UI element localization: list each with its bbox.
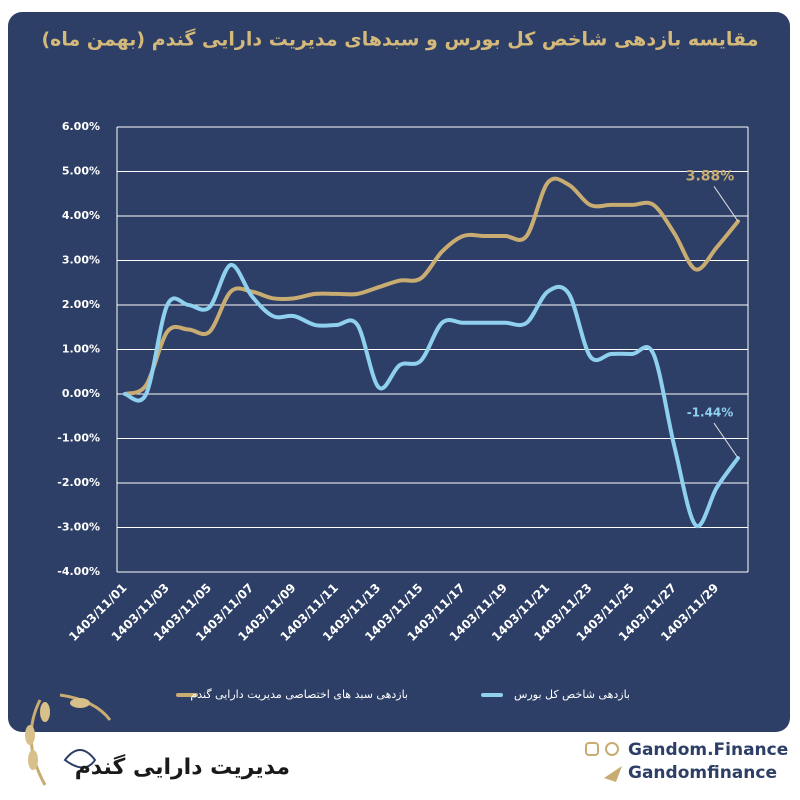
series-line bbox=[123, 176, 740, 396]
y-tick-label: -4.00% bbox=[57, 565, 100, 578]
leader-line bbox=[713, 422, 739, 459]
y-tick-label: -3.00% bbox=[57, 521, 100, 534]
telegram: Gandomfinance bbox=[628, 763, 777, 783]
y-tick-label: -1.00% bbox=[57, 432, 100, 445]
y-tick-label: 6.00% bbox=[62, 120, 100, 133]
data-label: 3.88% bbox=[686, 168, 735, 184]
y-tick-label: 1.00% bbox=[62, 343, 100, 356]
y-tick-label: 2.00% bbox=[62, 298, 100, 311]
y-tick-label: 5.00% bbox=[62, 165, 100, 178]
panel bbox=[8, 12, 790, 732]
legend-label: بازدهی سبد های اختصاصی مدیریت دارایی گند… bbox=[190, 688, 408, 701]
website: Gandom.Finance bbox=[628, 740, 788, 760]
chart-title: مقایسه بازدهی شاخص کل بورس و سبدهای مدیر… bbox=[42, 28, 759, 51]
y-tick-label: 4.00% bbox=[62, 209, 100, 222]
y-tick-label: 0.00% bbox=[62, 387, 100, 400]
series-line bbox=[123, 262, 740, 529]
logo bbox=[25, 693, 112, 786]
y-tick-label: -2.00% bbox=[57, 476, 100, 489]
leader-line bbox=[713, 186, 739, 222]
brand: مدیریت دارایی گندم bbox=[75, 753, 290, 780]
social-icons bbox=[585, 742, 622, 782]
legend-label: بازدهی شاخص کل بورس bbox=[514, 688, 630, 701]
y-tick-label: 3.00% bbox=[62, 254, 100, 267]
data-label: -1.44% bbox=[687, 406, 734, 420]
